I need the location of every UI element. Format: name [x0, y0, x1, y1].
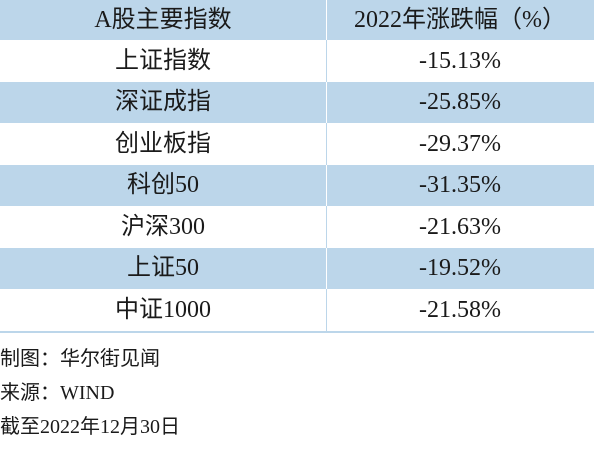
column-divider	[326, 81, 327, 123]
column-divider	[326, 40, 327, 82]
table-row: 创业板指 -29.37%	[0, 123, 594, 165]
column-divider	[326, 123, 327, 165]
index-change: -15.13%	[419, 47, 501, 74]
table-bottom-border	[0, 330, 594, 333]
index-change: -31.35%	[419, 172, 501, 199]
index-name: 沪深300	[121, 213, 205, 240]
index-name: 上证指数	[115, 47, 211, 74]
producer-credit: 制图：华尔街见闻	[0, 348, 160, 370]
column-divider	[326, 206, 327, 248]
index-name: 深证成指	[115, 89, 211, 116]
column-divider	[326, 289, 327, 331]
column-divider	[326, 164, 327, 206]
table-row: 中证1000 -21.58%	[0, 289, 594, 331]
index-name: 中证1000	[115, 296, 211, 323]
footer-notes: 制图：华尔街见闻 来源：WIND 截至2022年12月30日	[0, 342, 594, 444]
index-name: 上证50	[127, 255, 199, 282]
index-name: 科创50	[127, 172, 199, 199]
index-change: -21.58%	[419, 296, 501, 323]
column-divider	[326, 247, 327, 289]
index-performance-table: A股主要指数 2022年涨跌幅（%） 上证指数 -15.13% 深证成指 -25…	[0, 0, 594, 333]
index-change: -19.52%	[419, 255, 501, 282]
index-name: 创业板指	[115, 130, 211, 157]
header-change-2022: 2022年涨跌幅（%）	[354, 7, 566, 33]
table-row: 科创50 -31.35%	[0, 164, 594, 206]
table-header-row: A股主要指数 2022年涨跌幅（%）	[0, 0, 594, 40]
as-of-date: 截至2022年12月30日	[0, 416, 180, 438]
index-change: -29.37%	[419, 130, 501, 157]
column-divider	[326, 0, 327, 40]
index-change: -25.85%	[419, 89, 501, 116]
index-change: -21.63%	[419, 213, 501, 240]
table-row: 沪深300 -21.63%	[0, 206, 594, 248]
data-source: 来源：WIND	[0, 382, 115, 404]
table-row: 上证50 -19.52%	[0, 247, 594, 289]
table-row: 深证成指 -25.85%	[0, 81, 594, 123]
header-index-name: A股主要指数	[94, 7, 232, 33]
table-row: 上证指数 -15.13%	[0, 40, 594, 82]
